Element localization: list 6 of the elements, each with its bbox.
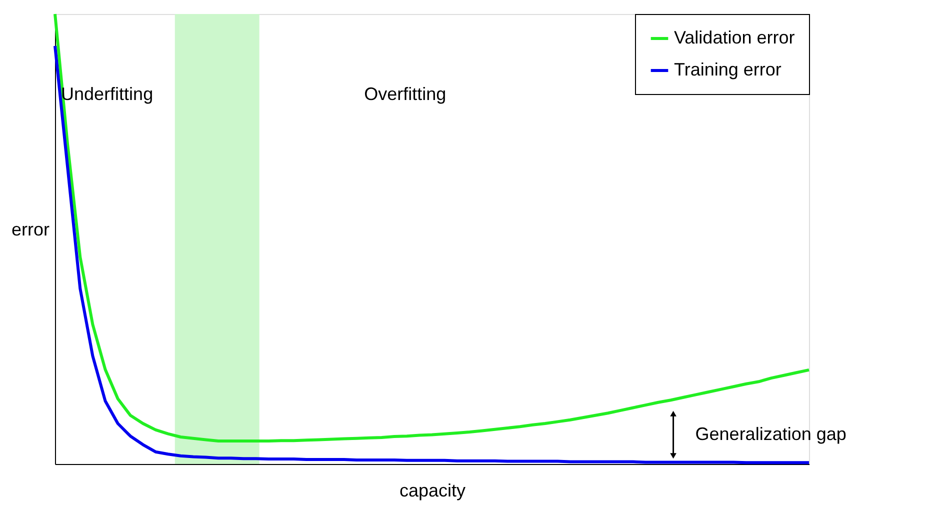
annotation: Overfitting	[364, 84, 446, 104]
y-axis-title: error	[11, 220, 50, 240]
annotation: Generalization gap	[695, 424, 846, 444]
legend-label: Training error	[674, 60, 782, 80]
x-axis-title: capacity	[399, 480, 466, 500]
legend-label: Validation error	[674, 28, 795, 48]
